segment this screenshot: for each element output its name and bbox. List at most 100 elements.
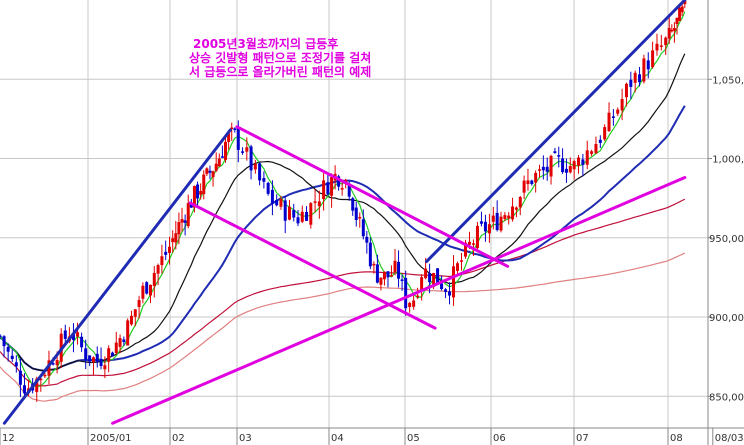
candle-body (141, 285, 145, 299)
candle-body (541, 166, 545, 171)
candle-body (253, 164, 257, 170)
candle-body (424, 268, 428, 279)
candle-body (624, 83, 628, 98)
candle-body (330, 177, 334, 196)
x-tick-label: 12 (2, 433, 15, 444)
candle-body (18, 370, 22, 385)
candle-body (205, 168, 209, 174)
candle-body (196, 184, 200, 199)
candle-body (110, 352, 114, 357)
candle-body (137, 300, 141, 308)
candle-body (620, 99, 624, 111)
candle-body (495, 212, 499, 231)
candle-body (428, 273, 432, 283)
candle-body (471, 243, 475, 245)
candle-body (262, 178, 266, 182)
candle-body (80, 336, 84, 348)
candle-body (436, 268, 440, 285)
candle-body (667, 27, 671, 39)
candle-body (670, 29, 674, 32)
candle-body (148, 284, 152, 296)
candle-body (236, 127, 240, 150)
candle-body (379, 277, 383, 285)
candle-body (258, 163, 262, 181)
candle-body (553, 151, 557, 154)
candle-body (270, 189, 274, 204)
candle-body (326, 182, 330, 195)
candle-body (192, 186, 196, 208)
candle-body (88, 355, 92, 362)
candle-body (337, 176, 341, 187)
candle-body (300, 211, 304, 222)
candle-body (382, 271, 386, 280)
candle-body (375, 264, 379, 283)
moving-average-line (0, 198, 686, 387)
candle-body (145, 282, 149, 294)
candle-body (672, 28, 676, 31)
candle-body (400, 279, 404, 281)
candle-body (659, 45, 663, 47)
annotation-line: 2005년3월초까지의 급등후 (193, 36, 338, 51)
candle-body (534, 172, 538, 183)
candle-body (199, 190, 203, 195)
candle-body (616, 109, 620, 114)
candle-body (386, 271, 390, 278)
candle-body (122, 339, 126, 343)
candle-body (404, 277, 408, 309)
candle-body (526, 180, 530, 185)
candle-body (475, 225, 479, 249)
candle-body (460, 260, 464, 262)
candle-body (389, 275, 393, 277)
candle-body (611, 116, 615, 118)
candle-body (514, 207, 518, 210)
candle-body (456, 263, 460, 271)
moving-average-line (0, 11, 686, 388)
x-tick-label: 07 (576, 433, 589, 444)
candle-body (655, 43, 659, 51)
candle-body (633, 72, 637, 83)
candle-body (585, 150, 589, 165)
candle-body (452, 266, 456, 298)
candle-body (227, 133, 231, 142)
candle-body (598, 139, 602, 143)
candle-body (538, 169, 542, 171)
candle-body (220, 156, 224, 158)
candle-body (372, 263, 376, 266)
candle-body (354, 207, 358, 220)
candle-body (6, 346, 10, 352)
candle-body (642, 58, 646, 82)
candle-body (416, 295, 420, 298)
candle-body (479, 221, 483, 224)
x-tick-label: 04 (331, 433, 344, 444)
annotation-line: 상승 깃발형 패턴으로 조정기를 걸쳐 (189, 50, 371, 65)
candle-body (114, 342, 118, 354)
candle-body (91, 357, 95, 363)
candle-body (266, 182, 270, 194)
candle-body (503, 215, 507, 220)
candle-body (557, 155, 561, 157)
candle-body (129, 315, 133, 325)
candle-body (118, 338, 122, 347)
candle-body (241, 151, 245, 153)
candle-body (0, 335, 2, 337)
candle-body (279, 198, 283, 207)
candle-body (549, 155, 553, 177)
candle-body (518, 196, 522, 208)
trendline (425, 0, 687, 264)
candle-body (133, 309, 137, 317)
candle-body (107, 348, 111, 362)
candle-body (174, 233, 178, 243)
candle-body (152, 272, 156, 286)
x-tick-label: 05 (407, 433, 420, 444)
candle-body (55, 360, 59, 366)
candle-body (487, 224, 491, 234)
candle-body (287, 206, 291, 220)
candle-body (432, 273, 436, 287)
candle-body (467, 241, 471, 245)
candle-body (275, 199, 279, 206)
candle-body (51, 362, 55, 365)
y-tick-label: 1,050, (712, 75, 744, 86)
candle-body (35, 378, 39, 393)
